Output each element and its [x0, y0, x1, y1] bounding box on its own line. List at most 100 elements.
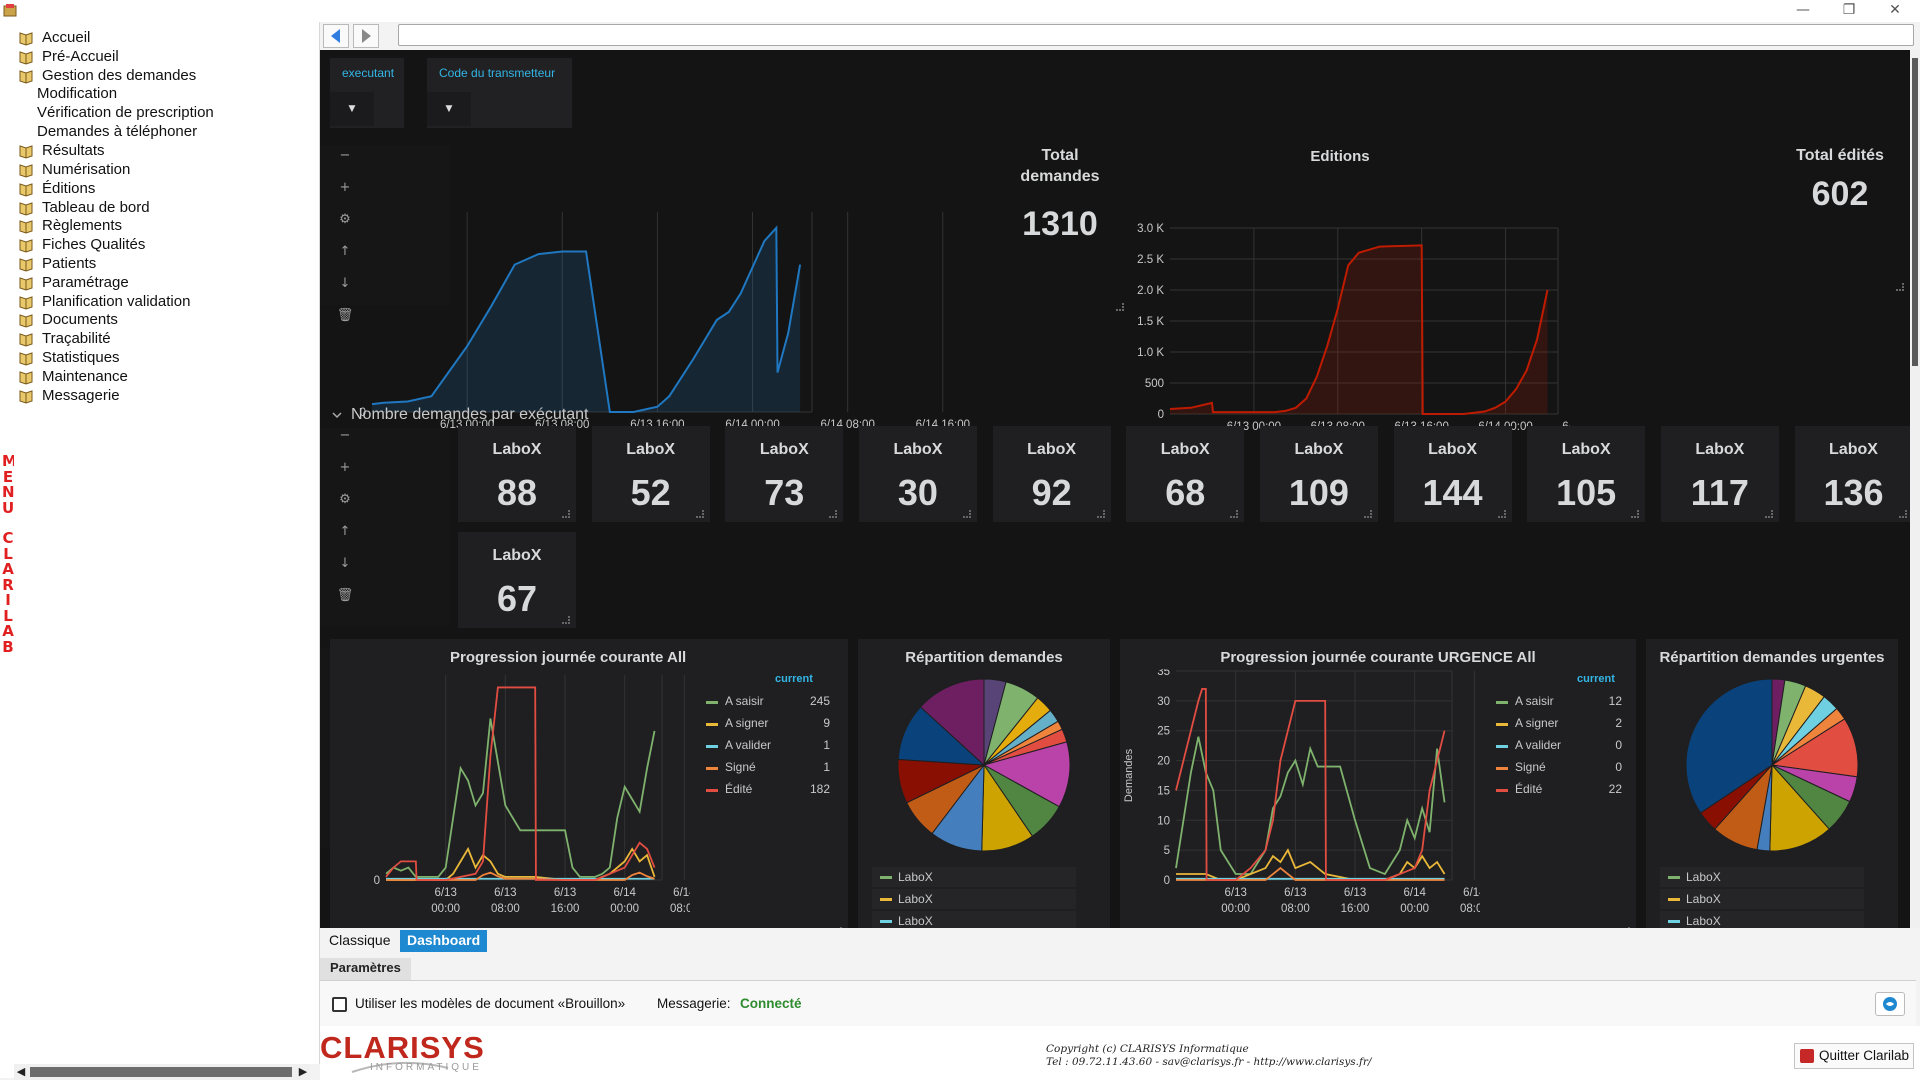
minimize-button[interactable]: — — [1796, 2, 1810, 18]
legend-item[interactable]: Édité 22 — [1496, 781, 1622, 799]
add-panel-icon[interactable]: + — [339, 180, 351, 195]
pie-legend-item[interactable]: LaboX — [1660, 867, 1864, 887]
legend-item[interactable]: A valider 0 — [1496, 737, 1622, 755]
scrollbar-thumb[interactable] — [1912, 58, 1918, 366]
executant-stat-panel[interactable]: LaboX 144 — [1393, 426, 1512, 522]
sidebar-subitem-4[interactable]: Vérification de prescription — [37, 104, 214, 121]
legend-item[interactable]: A saisir 245 — [706, 693, 830, 711]
brouillon-checkbox-label[interactable]: Utiliser les modèles de document «Brouil… — [355, 996, 626, 1011]
collapse-row-icon[interactable]: − — [339, 148, 351, 163]
executant-stat-panel[interactable]: LaboX 117 — [1660, 426, 1779, 522]
total-edites-panel[interactable]: Total édités 602 — [1770, 145, 1910, 295]
resize-handle[interactable] — [1631, 510, 1640, 518]
sidebar-subitem-3[interactable]: Modification — [37, 85, 118, 102]
executant-stat-panel[interactable]: LaboX 52 — [591, 426, 710, 522]
tab-dashboard[interactable]: Dashboard — [400, 930, 488, 952]
resize-handle[interactable] — [1497, 510, 1506, 518]
pie-legend-item[interactable]: LaboX — [1660, 911, 1864, 928]
resize-handle[interactable] — [1096, 510, 1105, 518]
move-down-icon[interactable]: ↓ — [339, 276, 351, 291]
collapse-row-icon[interactable]: − — [339, 428, 351, 443]
legend-item[interactable]: A signer 2 — [1496, 715, 1622, 733]
gear-icon[interactable]: ⚙ — [339, 212, 351, 227]
sidebar-horizontal-scrollbar[interactable]: ◀ ▶ — [14, 1064, 310, 1080]
pie-legend-item[interactable]: LaboX — [872, 889, 1076, 909]
dashboard-vertical-scrollbar[interactable] — [1910, 50, 1920, 928]
back-button[interactable] — [323, 24, 349, 48]
legend-item[interactable]: A signer 9 — [706, 715, 830, 733]
demandes-area-chart[interactable]: 6/13 00:00 6/13 08:00 6/13 16:00 6/14 00:00… — [340, 150, 1000, 440]
trash-icon[interactable]: 🗑 — [336, 308, 354, 323]
pie-legend-item[interactable]: LaboX — [872, 867, 1076, 887]
transmetteur-dropdown[interactable]: ▼ — [427, 92, 471, 126]
executant-stat-panel[interactable]: LaboX 88 — [458, 426, 576, 522]
executant-stat-panel[interactable]: LaboX 105 — [1527, 426, 1646, 522]
legend-swatch — [1496, 701, 1508, 704]
legend-item[interactable]: A saisir 12 — [1496, 693, 1622, 711]
executant-variable[interactable]: executant ▼ — [330, 58, 404, 128]
move-up-icon[interactable]: ↑ — [339, 244, 351, 259]
executant-stat-panel[interactable]: LaboX 136 — [1794, 426, 1910, 522]
legend-item[interactable]: Signé 0 — [1496, 759, 1622, 777]
row-title-executant[interactable]: Nombre demandes par exécutant — [351, 406, 589, 423]
move-down-icon[interactable]: ↓ — [339, 556, 351, 571]
scroll-left-arrow-icon[interactable]: ◀ — [16, 1065, 26, 1078]
repartition-urgentes-pie-chart[interactable] — [1682, 675, 1862, 855]
resize-handle[interactable] — [1764, 510, 1773, 518]
progression-all-panel[interactable]: Progression journée courante All 6/13 00:… — [330, 639, 848, 928]
add-panel-icon[interactable]: + — [339, 460, 351, 475]
legend-item[interactable]: Édité 182 — [706, 781, 830, 799]
tab-classique[interactable]: Classique — [329, 932, 391, 948]
editions-area-chart[interactable]: 6/13 00:006/13 08:006/13 16:006/14 00:00… — [1110, 170, 1570, 440]
resize-handle[interactable] — [829, 510, 838, 518]
resize-handle[interactable] — [834, 927, 842, 928]
move-up-icon[interactable]: ↑ — [339, 524, 351, 539]
resize-handle[interactable] — [562, 616, 570, 624]
resize-handle[interactable] — [1896, 283, 1904, 291]
executant-stat-panel[interactable]: LaboX 92 — [992, 426, 1111, 522]
address-bar[interactable] — [398, 24, 1914, 46]
repartition-panel[interactable]: Répartition demandes LaboX LaboX LaboX — [858, 639, 1110, 928]
resize-handle[interactable] — [562, 510, 570, 518]
repartition-urgentes-panel[interactable]: Répartition demandes urgentes LaboX LaboX… — [1646, 639, 1898, 928]
forward-button[interactable] — [353, 24, 379, 48]
executant-stat-panel[interactable]: LaboX 73 — [725, 426, 844, 522]
executant-dropdown[interactable]: ▼ — [330, 92, 374, 126]
restore-button[interactable]: ❐ — [1842, 2, 1856, 18]
pie-legend-item[interactable]: LaboX — [1660, 889, 1864, 909]
resize-handle[interactable] — [1622, 927, 1630, 928]
executant-stat-panel[interactable]: LaboX 109 — [1259, 426, 1378, 522]
progression-all-chart[interactable]: 6/13 00:00 6/13 08:00 6/13 16:00 6/14 00:00 6/14… — [330, 669, 690, 919]
x-tick-label: 6/14 — [1404, 887, 1427, 899]
executant-stat-panel[interactable]: LaboX 67 — [458, 532, 576, 628]
close-button[interactable]: ✕ — [1889, 2, 1901, 18]
repartition-pie-chart[interactable] — [894, 675, 1074, 855]
y-tick-label: 30 — [1157, 696, 1170, 708]
gear-icon[interactable]: ⚙ — [339, 492, 351, 507]
executant-stat-panel[interactable]: LaboX 30 — [858, 426, 977, 522]
scroll-right-arrow-icon[interactable]: ▶ — [298, 1065, 308, 1078]
transmetteur-variable[interactable]: Code du transmetteur ▼ — [427, 58, 572, 128]
resize-handle[interactable] — [1363, 510, 1372, 518]
row-collapse-chevron-icon[interactable] — [332, 405, 342, 424]
executant-stat-panel[interactable]: LaboX 68 — [1126, 426, 1245, 522]
trash-icon[interactable]: 🗑 — [336, 588, 354, 603]
resize-handle[interactable] — [1230, 510, 1239, 518]
progression-urgence-chart[interactable]: 6/13 00:00 6/13 08:00 6/13 16:00 6/14 00:00 6/14… — [1120, 669, 1480, 919]
scrollbar-thumb[interactable] — [30, 1067, 292, 1077]
progression-urgence-panel[interactable]: Progression journée courante URGENCE All… — [1120, 639, 1636, 928]
legend-item[interactable]: Signé 1 — [706, 759, 830, 777]
resize-handle[interactable] — [1898, 510, 1907, 518]
resize-handle[interactable] — [962, 510, 971, 518]
quit-button[interactable]: Quitter Clarilab — [1794, 1043, 1914, 1069]
chat-button[interactable] — [1875, 992, 1905, 1016]
total-demandes-panel[interactable]: Total demandes 1310 — [990, 145, 1130, 315]
pie-legend-item[interactable]: LaboX — [872, 911, 1076, 928]
legend-item[interactable]: A valider 1 — [706, 737, 830, 755]
tab-parametres[interactable]: Paramètres — [320, 958, 411, 980]
sidebar-subitem-5[interactable]: Demandes à téléphoner — [37, 123, 198, 140]
resize-handle[interactable] — [1116, 303, 1124, 311]
brouillon-checkbox[interactable] — [332, 997, 347, 1012]
resize-handle[interactable] — [695, 510, 704, 518]
